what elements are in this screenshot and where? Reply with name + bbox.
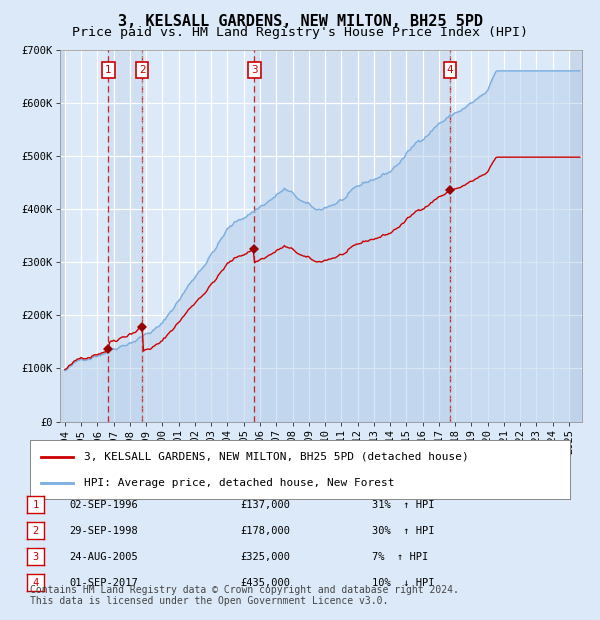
Text: 3: 3 [251, 65, 257, 75]
Text: HPI: Average price, detached house, New Forest: HPI: Average price, detached house, New … [84, 477, 395, 487]
Bar [254, 50, 450, 422]
Text: 01-SEP-2017: 01-SEP-2017 [69, 578, 138, 588]
Text: 3, KELSALL GARDENS, NEW MILTON, BH25 5PD: 3, KELSALL GARDENS, NEW MILTON, BH25 5PD [118, 14, 482, 29]
Text: 4: 4 [32, 578, 38, 588]
Bar [108, 50, 142, 422]
Bar [60, 50, 65, 422]
Bar [569, 50, 582, 422]
Text: 31%  ↑ HPI: 31% ↑ HPI [372, 500, 434, 510]
Text: 30%  ↑ HPI: 30% ↑ HPI [372, 526, 434, 536]
Text: £137,000: £137,000 [240, 500, 290, 510]
Text: 24-AUG-2005: 24-AUG-2005 [69, 552, 138, 562]
Text: 3, KELSALL GARDENS, NEW MILTON, BH25 5PD (detached house): 3, KELSALL GARDENS, NEW MILTON, BH25 5PD… [84, 452, 469, 462]
Text: 29-SEP-1998: 29-SEP-1998 [69, 526, 138, 536]
Text: 1: 1 [105, 65, 112, 75]
Text: 2: 2 [32, 526, 38, 536]
Text: 1: 1 [32, 500, 38, 510]
Text: Price paid vs. HM Land Registry's House Price Index (HPI): Price paid vs. HM Land Registry's House … [72, 26, 528, 39]
Text: £325,000: £325,000 [240, 552, 290, 562]
Text: 2: 2 [139, 65, 145, 75]
Text: 10%  ↓ HPI: 10% ↓ HPI [372, 578, 434, 588]
Text: £178,000: £178,000 [240, 526, 290, 536]
Text: £435,000: £435,000 [240, 578, 290, 588]
Text: 02-SEP-1996: 02-SEP-1996 [69, 500, 138, 510]
Text: Contains HM Land Registry data © Crown copyright and database right 2024.
This d: Contains HM Land Registry data © Crown c… [30, 585, 459, 606]
Text: 3: 3 [32, 552, 38, 562]
Text: 4: 4 [446, 65, 453, 75]
Text: 7%  ↑ HPI: 7% ↑ HPI [372, 552, 428, 562]
